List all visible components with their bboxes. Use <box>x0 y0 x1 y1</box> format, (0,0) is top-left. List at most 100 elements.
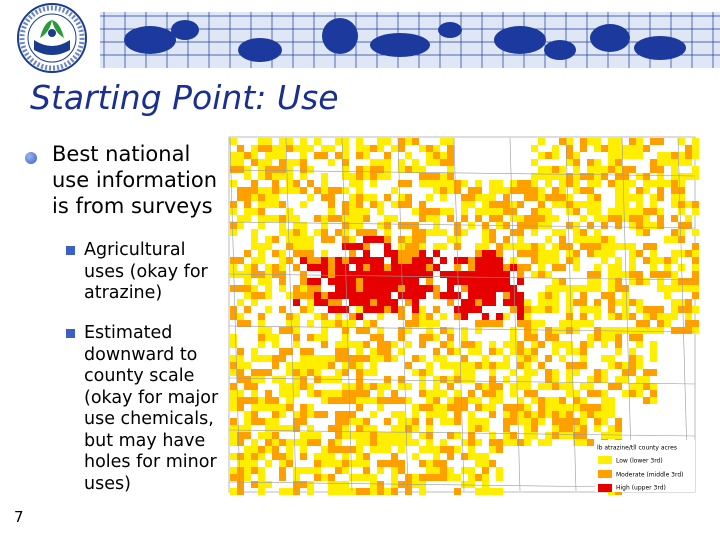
county-cell <box>349 432 356 439</box>
county-cell <box>349 208 356 215</box>
county-cell <box>286 446 293 453</box>
county-cell <box>286 208 293 215</box>
county-cell <box>629 194 636 201</box>
county-cell <box>244 453 251 460</box>
county-cell <box>356 362 363 369</box>
continent <box>494 26 546 54</box>
county-cell <box>468 362 475 369</box>
county-cell <box>580 362 587 369</box>
county-cell <box>419 229 426 236</box>
county-cell <box>566 313 573 320</box>
county-cell <box>328 159 335 166</box>
county-cell <box>237 369 244 376</box>
county-cell <box>454 362 461 369</box>
county-cell <box>279 390 286 397</box>
county-cell <box>615 271 622 278</box>
county-cell <box>342 152 349 159</box>
county-cell <box>342 383 349 390</box>
county-cell <box>475 180 482 187</box>
county-cell <box>545 439 552 446</box>
county-cell <box>272 250 279 257</box>
county-cell <box>286 243 293 250</box>
county-cell <box>307 180 314 187</box>
county-cell <box>237 194 244 201</box>
county-cell <box>286 173 293 180</box>
county-cell <box>503 362 510 369</box>
county-cell <box>531 432 538 439</box>
county-cell <box>251 159 258 166</box>
county-cell <box>615 166 622 173</box>
county-cell <box>258 404 265 411</box>
county-cell <box>587 138 594 145</box>
county-cell <box>321 411 328 418</box>
county-cell <box>671 236 678 243</box>
county-cell <box>678 208 685 215</box>
county-cell <box>370 257 377 264</box>
county-cell <box>321 334 328 341</box>
county-cell <box>342 453 349 460</box>
county-cell <box>552 411 559 418</box>
county-cell <box>370 411 377 418</box>
county-cell <box>559 138 566 145</box>
county-cell <box>272 446 279 453</box>
county-cell <box>279 425 286 432</box>
county-cell <box>629 215 636 222</box>
county-cell <box>237 166 244 173</box>
county-cell <box>272 418 279 425</box>
county-cell <box>370 278 377 285</box>
county-cell <box>629 166 636 173</box>
county-cell <box>615 138 622 145</box>
county-cell <box>300 138 307 145</box>
county-cell <box>468 376 475 383</box>
county-cell <box>307 334 314 341</box>
county-cell <box>321 271 328 278</box>
county-cell <box>258 313 265 320</box>
state-border <box>621 137 633 492</box>
county-cell <box>251 264 258 271</box>
county-cell <box>594 425 601 432</box>
county-cell <box>342 320 349 327</box>
county-cell <box>650 194 657 201</box>
county-cell <box>482 236 489 243</box>
county-cell <box>335 488 342 495</box>
county-cell <box>440 187 447 194</box>
county-cell <box>566 208 573 215</box>
county-cell <box>573 152 580 159</box>
county-cell <box>545 250 552 257</box>
county-cell <box>230 488 237 495</box>
county-cell <box>272 425 279 432</box>
county-cell <box>251 194 258 201</box>
county-cell <box>279 250 286 257</box>
county-cell <box>650 341 657 348</box>
county-cell <box>384 292 391 299</box>
county-cell <box>594 271 601 278</box>
county-cell <box>426 467 433 474</box>
county-cell <box>251 390 258 397</box>
county-cell <box>363 285 370 292</box>
county-cell <box>412 166 419 173</box>
continent <box>171 20 199 40</box>
county-cell <box>678 194 685 201</box>
county-cell <box>510 404 517 411</box>
county-cell <box>391 481 398 488</box>
legend-swatch <box>598 456 612 464</box>
county-cell <box>580 201 587 208</box>
county-cell <box>272 173 279 180</box>
county-cell <box>461 299 468 306</box>
county-cell <box>237 355 244 362</box>
county-cell <box>342 327 349 334</box>
county-cell <box>377 299 384 306</box>
county-cell <box>412 439 419 446</box>
county-cell <box>657 271 664 278</box>
county-cell <box>587 439 594 446</box>
county-cell <box>510 306 517 313</box>
county-cell <box>230 152 237 159</box>
county-cell <box>342 467 349 474</box>
county-cell <box>552 229 559 236</box>
sub-bullet-text: Agricultural uses (okay for atrazine) <box>84 240 208 303</box>
county-cell <box>454 446 461 453</box>
county-cell <box>300 250 307 257</box>
county-cell <box>286 383 293 390</box>
